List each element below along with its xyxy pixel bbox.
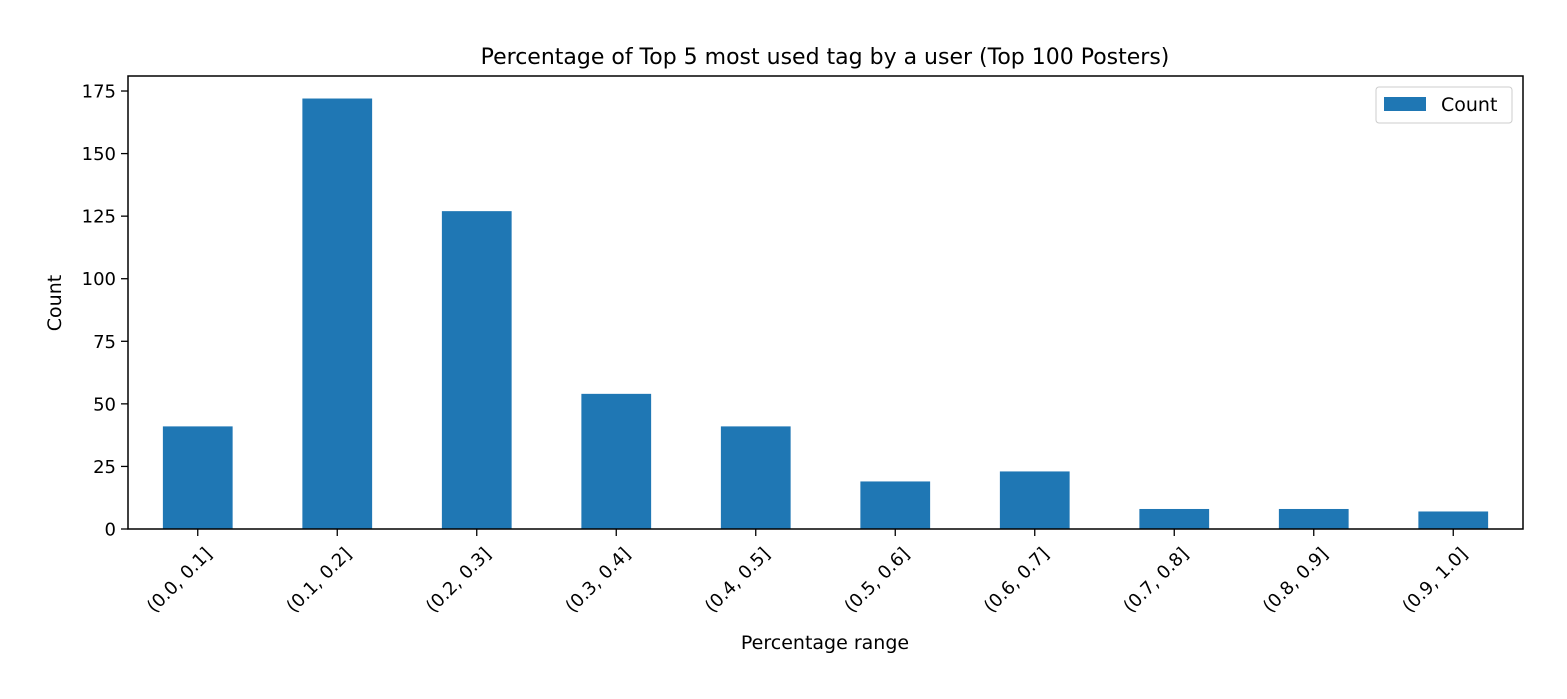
bar-7 bbox=[999, 471, 1070, 529]
y-tick-label: 100 bbox=[82, 269, 116, 290]
x-tick-label: (0.6, 0.7] bbox=[980, 544, 1053, 617]
x-tick-label: (0.3, 0.4] bbox=[561, 544, 634, 617]
y-axis: 0 25 50 75 100 125 150 175 bbox=[82, 82, 128, 541]
bar-1 bbox=[162, 426, 233, 529]
bar-8 bbox=[1139, 508, 1210, 529]
x-tick-label: (0.4, 0.5] bbox=[701, 544, 774, 617]
legend: Count bbox=[1375, 86, 1513, 124]
bars-group bbox=[162, 98, 1489, 530]
bar-10 bbox=[1418, 511, 1489, 529]
plot-frame bbox=[127, 75, 1524, 530]
y-tick-label: 75 bbox=[93, 332, 116, 353]
x-axis: (0.0, 0.1] (0.1, 0.2] (0.2, 0.3] (0.3, 0.4]… bbox=[143, 529, 1472, 617]
x-tick-label: (0.2, 0.3] bbox=[422, 544, 495, 617]
x-tick-label: (0.7, 0.8] bbox=[1119, 544, 1192, 617]
bar-9 bbox=[1278, 508, 1349, 529]
chart-title: Percentage of Top 5 most used tag by a u… bbox=[481, 45, 1170, 70]
legend-swatch bbox=[1384, 97, 1426, 111]
x-tick-label: (0.9, 1.0] bbox=[1398, 544, 1471, 617]
y-tick-label: 125 bbox=[82, 207, 116, 228]
bar-3 bbox=[441, 211, 512, 529]
legend-label-count: Count bbox=[1441, 94, 1497, 116]
x-axis-label: Percentage range bbox=[741, 632, 909, 654]
y-tick-label: 25 bbox=[93, 457, 116, 478]
x-tick-label: (0.0, 0.1] bbox=[143, 544, 216, 617]
y-tick-label: 0 bbox=[105, 520, 116, 541]
x-tick-label: (0.5, 0.6] bbox=[840, 544, 913, 617]
x-tick-label: (0.1, 0.2] bbox=[282, 544, 355, 617]
bar-6 bbox=[860, 481, 931, 529]
bar-5 bbox=[720, 426, 791, 529]
y-tick-label: 175 bbox=[82, 82, 116, 103]
y-axis-label: Count bbox=[44, 275, 66, 331]
x-tick-label: (0.8, 0.9] bbox=[1259, 544, 1332, 617]
bar-2 bbox=[302, 98, 373, 530]
y-tick-label: 150 bbox=[82, 144, 116, 165]
y-tick-label: 50 bbox=[93, 394, 116, 415]
legend-frame bbox=[1375, 86, 1513, 124]
bar-4 bbox=[581, 393, 652, 529]
